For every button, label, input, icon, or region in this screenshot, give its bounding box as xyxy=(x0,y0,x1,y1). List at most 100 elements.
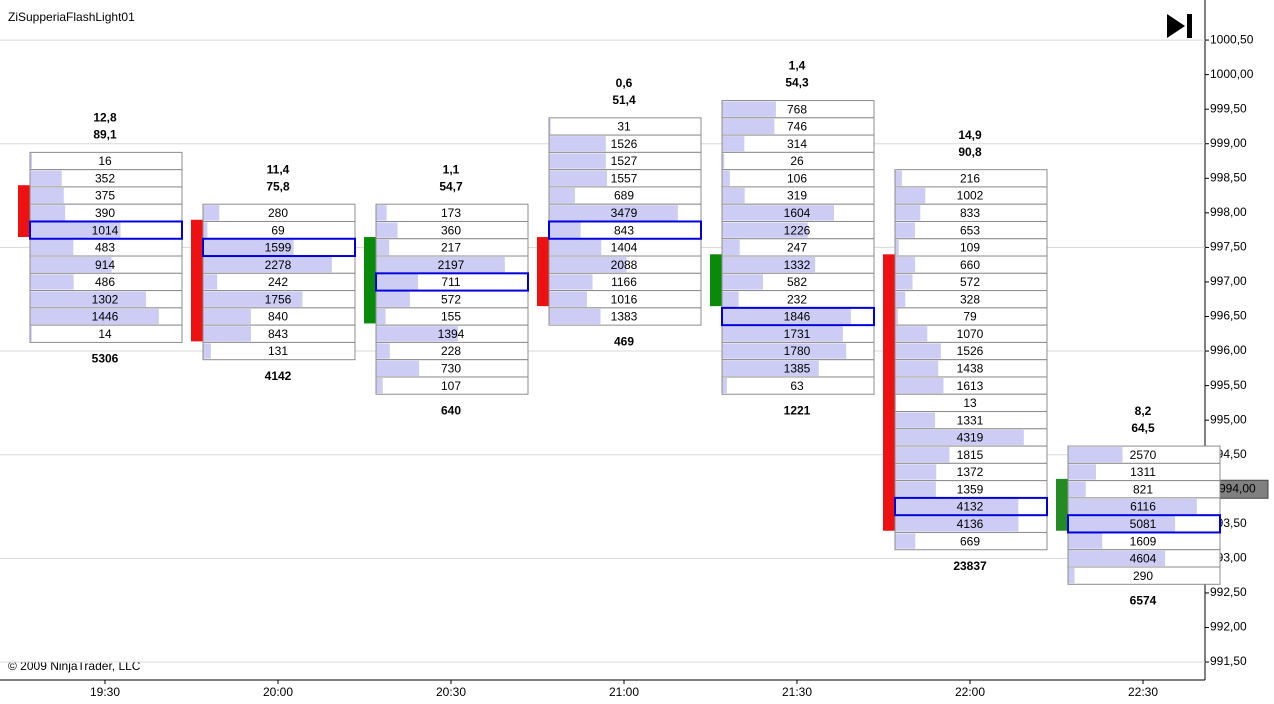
volume-bar xyxy=(30,222,121,238)
volume-label: 1302 xyxy=(92,292,119,306)
volume-label: 4132 xyxy=(957,500,984,514)
volume-bar xyxy=(203,291,303,307)
candle-body xyxy=(883,254,895,531)
volume-bar xyxy=(1068,533,1103,549)
row-cell xyxy=(1067,566,1221,585)
volume-label: 1014 xyxy=(92,223,119,237)
delta-label: 12,8 xyxy=(93,111,117,125)
volume-label: 746 xyxy=(787,120,807,134)
volume-label: 26 xyxy=(790,154,804,168)
x-tick-label: 21:00 xyxy=(609,685,639,699)
volume-bar xyxy=(895,291,906,307)
volume-bar xyxy=(895,498,1019,515)
y-tick-label: 997,50 xyxy=(1210,240,1247,254)
volume-label: 711 xyxy=(441,275,460,289)
volume-label: 486 xyxy=(95,275,115,289)
candle-body xyxy=(364,237,376,324)
x-tick-label: 22:00 xyxy=(955,685,985,699)
y-tick-label: 995,50 xyxy=(1210,378,1247,392)
volume-label: 1332 xyxy=(784,258,811,272)
x-tick-label: 20:30 xyxy=(436,685,466,699)
row-cell xyxy=(29,324,183,343)
volume-label: 375 xyxy=(95,189,115,203)
volume-label: 1446 xyxy=(92,310,119,324)
volume-bar xyxy=(203,274,218,290)
volume-bar xyxy=(30,257,112,273)
delta-label: 11,4 xyxy=(267,162,290,176)
delta-label: 64,5 xyxy=(1131,421,1155,435)
play-bar[interactable] xyxy=(1187,14,1192,38)
volume-bar xyxy=(376,239,390,256)
x-tick-label: 21:30 xyxy=(782,685,812,699)
delta-label: 90,8 xyxy=(958,145,982,159)
play-triangle[interactable] xyxy=(1167,14,1185,38)
volume-label: 328 xyxy=(960,292,980,306)
volume-bar xyxy=(30,239,74,256)
volume-label: 1385 xyxy=(784,362,811,376)
volume-label: 1731 xyxy=(784,327,811,341)
y-tick-label: 996,00 xyxy=(1210,343,1247,357)
volume-bar xyxy=(722,239,740,256)
volume-label: 1383 xyxy=(611,310,638,324)
row-cell xyxy=(894,531,1048,551)
volume-bar xyxy=(549,153,606,169)
poc-box xyxy=(202,237,356,258)
volume-bar xyxy=(203,308,251,325)
volume-label: 109 xyxy=(960,241,980,255)
volume-label: 1438 xyxy=(957,362,984,376)
volume-bar xyxy=(549,239,602,256)
volume-label: 2278 xyxy=(265,258,292,272)
volume-bar xyxy=(895,377,944,394)
volume-bar xyxy=(895,326,928,342)
volume-label: 352 xyxy=(95,171,115,185)
play-icon[interactable] xyxy=(1167,14,1192,38)
delta-label: 75,8 xyxy=(266,179,290,193)
volume-bar xyxy=(895,533,916,549)
x-tick-label: 19:30 xyxy=(90,685,120,699)
volume-bar xyxy=(1068,516,1176,532)
y-tick-label: 998,00 xyxy=(1210,205,1247,219)
last-price-label: 994,00 xyxy=(1219,481,1256,495)
y-tick-label: 997,00 xyxy=(1210,274,1247,288)
volume-bar xyxy=(1068,498,1197,515)
volume-label: 280 xyxy=(268,206,288,220)
volume-label: 1846 xyxy=(784,310,811,324)
y-tick-label: 992,50 xyxy=(1210,585,1247,599)
volume-bar xyxy=(722,118,775,135)
volume-bar xyxy=(30,153,32,169)
volume-label: 689 xyxy=(614,189,634,203)
volume-label: 216 xyxy=(960,171,980,185)
delta-label: 54,3 xyxy=(785,76,809,90)
volume-bar xyxy=(549,274,593,290)
volume-bar xyxy=(895,170,902,186)
volume-label: 1599 xyxy=(265,241,292,255)
y-tick-label: 998,50 xyxy=(1210,170,1247,184)
volume-label: 1526 xyxy=(611,137,638,151)
volume-label: 314 xyxy=(787,137,807,151)
volume-bar xyxy=(1068,447,1123,463)
volume-label: 572 xyxy=(960,275,980,289)
volume-label: 821 xyxy=(1133,482,1153,496)
volume-bar xyxy=(549,257,627,273)
volume-label: 2197 xyxy=(438,258,465,272)
volume-bar xyxy=(895,516,1019,532)
volume-label: 914 xyxy=(95,258,115,272)
volume-bar xyxy=(549,187,575,204)
y-tick-label: 999,50 xyxy=(1210,101,1247,115)
volume-bar xyxy=(895,274,913,290)
volume-bar xyxy=(30,291,147,307)
volume-bar xyxy=(895,464,937,480)
volume-bar xyxy=(376,222,398,238)
volume-label: 217 xyxy=(441,241,461,255)
volume-bar xyxy=(722,377,727,394)
volume-bar xyxy=(376,274,419,290)
volume-bar xyxy=(895,343,941,359)
volume-label: 360 xyxy=(441,223,461,237)
volume-label: 319 xyxy=(787,189,807,203)
volume-label: 1372 xyxy=(957,465,984,479)
delta-label: 1,1 xyxy=(443,162,460,176)
volume-bar xyxy=(1068,568,1075,584)
row-cell xyxy=(375,376,529,395)
volume-label: 79 xyxy=(963,310,977,324)
